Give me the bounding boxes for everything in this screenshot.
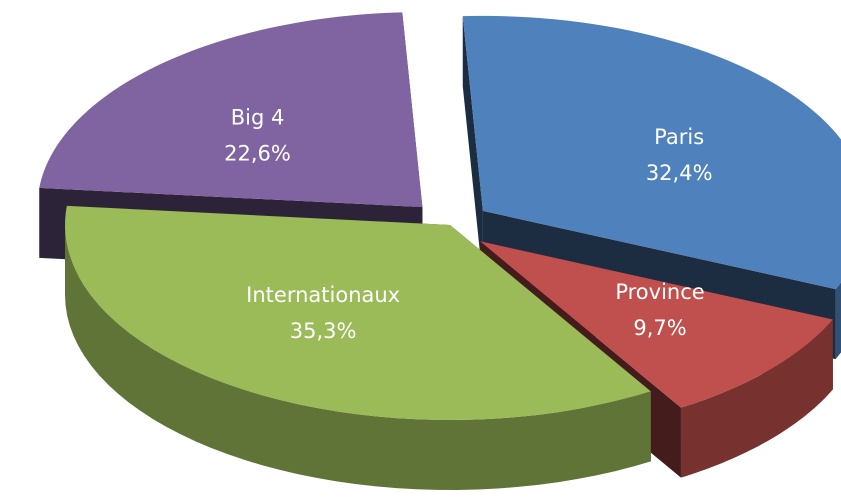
slice-big-4 xyxy=(39,12,423,208)
slice-label-province: Province xyxy=(615,280,704,304)
slice-province xyxy=(480,241,833,408)
slice-label-big-4: Big 4 xyxy=(231,106,285,130)
slice-value-big-4: 22,6% xyxy=(224,142,291,166)
slice-outer-wall-internationaux xyxy=(65,225,651,490)
slice-value-province: 9,7% xyxy=(633,316,686,340)
slice-value-internationaux: 35,3% xyxy=(290,319,357,343)
slice-paris xyxy=(462,15,841,290)
slice-value-paris: 32,4% xyxy=(646,161,713,185)
slice-outer-wall-province xyxy=(680,319,833,478)
slice-label-paris: Paris xyxy=(654,125,704,149)
slice-tops xyxy=(39,12,841,420)
slice-outer-wall-paris xyxy=(835,282,841,360)
slice-internationaux xyxy=(65,205,651,420)
slice-labels: Paris 32,4% Province 9,7% Internationaux 35,3… xyxy=(224,106,712,343)
slice-label-internationaux: Internationaux xyxy=(246,283,400,307)
slice-cut-face-paris-start xyxy=(462,16,483,281)
